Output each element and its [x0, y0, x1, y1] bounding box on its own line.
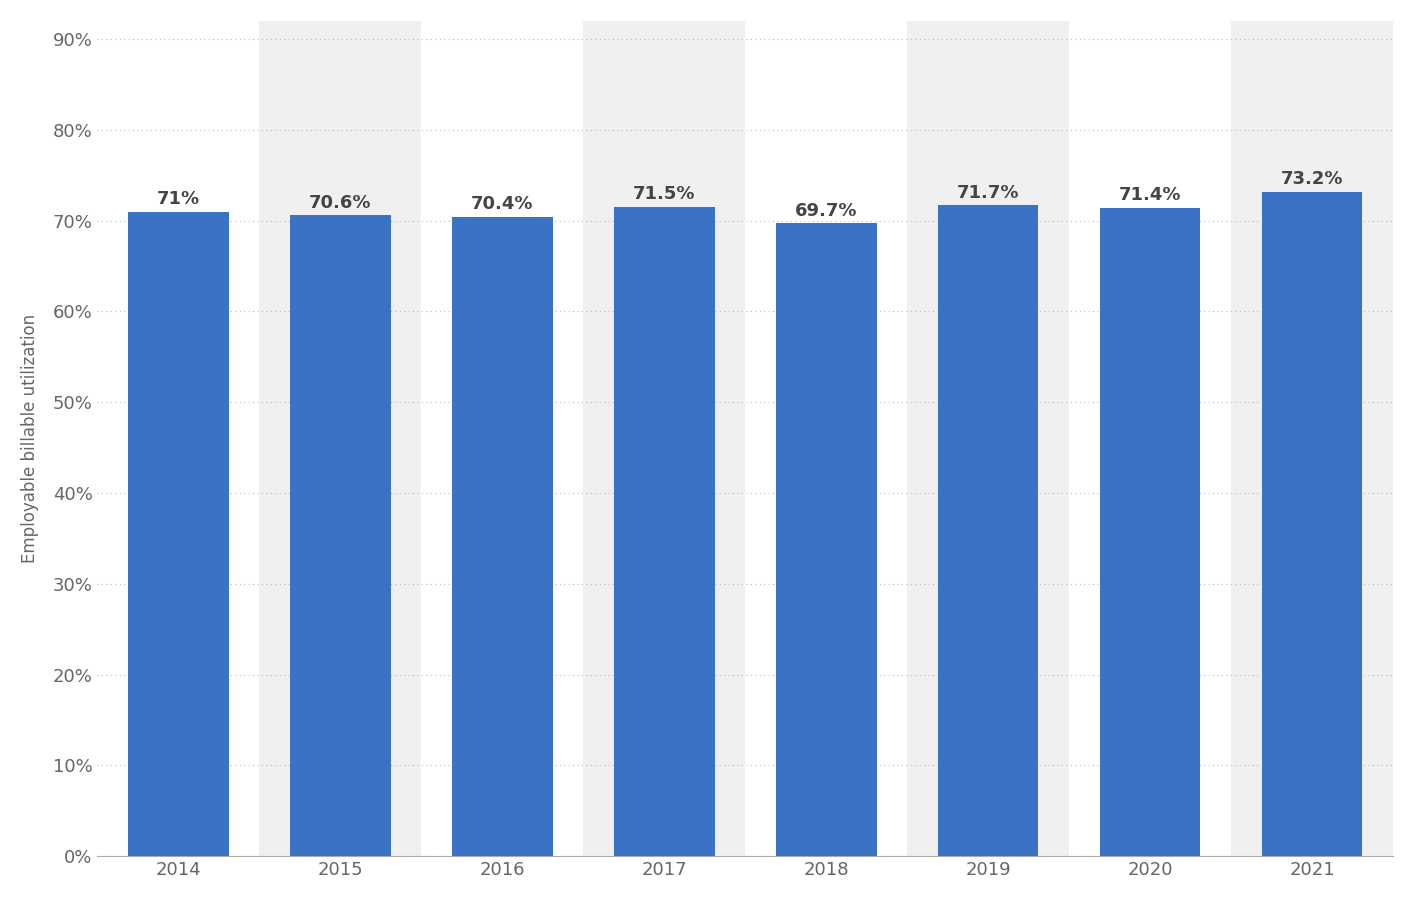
Text: 70.4%: 70.4%	[471, 195, 533, 213]
Bar	[776, 223, 877, 856]
Bar	[937, 205, 1038, 856]
Text: 70.6%: 70.6%	[310, 194, 372, 212]
Bar	[908, 21, 1069, 856]
Bar	[1232, 21, 1393, 856]
Text: 69.7%: 69.7%	[795, 202, 857, 220]
Text: 71.5%: 71.5%	[633, 185, 696, 203]
Bar	[584, 21, 745, 856]
Bar	[290, 215, 390, 856]
Bar	[259, 21, 421, 856]
Y-axis label: Employable billable utilization: Employable billable utilization	[21, 314, 38, 563]
Text: 71%: 71%	[157, 190, 199, 208]
Bar	[1100, 208, 1200, 856]
Bar	[614, 207, 714, 856]
Bar	[452, 217, 553, 856]
Text: 71.4%: 71.4%	[1118, 186, 1182, 204]
Text: 71.7%: 71.7%	[957, 184, 1019, 202]
Bar	[1261, 192, 1363, 856]
Bar	[129, 212, 229, 856]
Text: 73.2%: 73.2%	[1281, 170, 1343, 188]
